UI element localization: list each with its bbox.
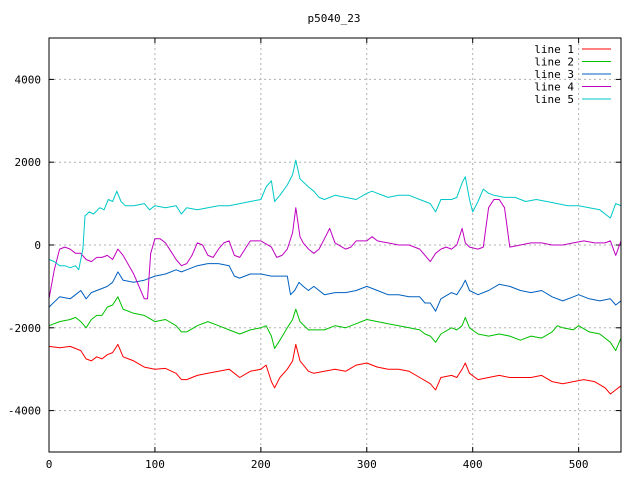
x-tick-label: 400 — [463, 458, 483, 471]
series-line-1 — [48, 343, 622, 395]
series-line-5 — [48, 159, 622, 271]
plot-frame — [48, 37, 622, 453]
y-tick-label: -4000 — [8, 405, 41, 418]
x-tick-label: 100 — [145, 458, 165, 471]
y-tick-label: -2000 — [8, 322, 41, 335]
legend-label: line 1 — [534, 43, 574, 56]
chart-title: p5040_23 — [308, 12, 361, 25]
legend-label: line 3 — [534, 68, 574, 81]
x-tick-label: 500 — [569, 458, 589, 471]
x-tick-label: 0 — [46, 458, 53, 471]
x-tick-label: 200 — [251, 458, 271, 471]
series-line-4 — [48, 199, 622, 300]
x-tick-label: 300 — [357, 458, 377, 471]
legend-label: line 4 — [534, 81, 574, 94]
grid-lines — [49, 38, 621, 452]
y-tick-label: 2000 — [15, 156, 42, 169]
axis-ticks: 0 100 200 300 400 500 -4000 -2000 0 2000 4000 — [8, 38, 621, 471]
y-tick-label: 0 — [34, 239, 41, 252]
series-line-3 — [48, 263, 622, 312]
legend-label: line 2 — [534, 56, 574, 69]
legend-label: line 5 — [534, 93, 574, 106]
series-line-2 — [48, 296, 622, 352]
y-tick-label: 4000 — [15, 73, 42, 86]
series-lines — [48, 159, 622, 395]
